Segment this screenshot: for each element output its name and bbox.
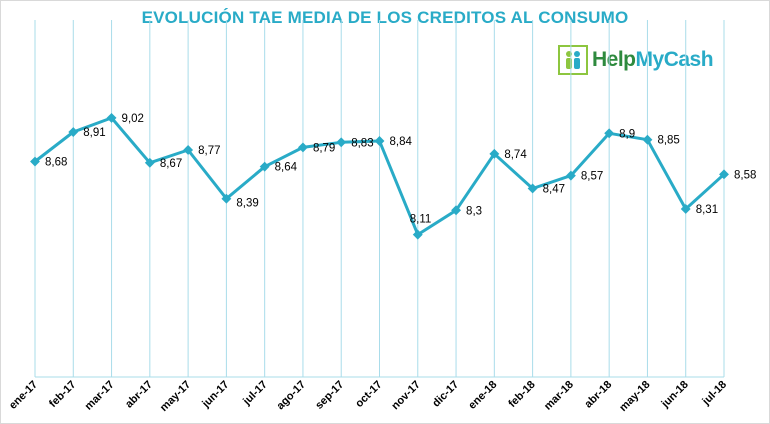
x-tick-label: dic-17 [430, 379, 461, 410]
data-point [719, 169, 729, 180]
x-tick-label: nov-17 [389, 379, 423, 413]
data-point [527, 183, 538, 194]
data-point [106, 112, 117, 123]
data-point [565, 170, 576, 181]
x-tick-label: mar-17 [83, 379, 117, 413]
data-label: 8,68 [45, 157, 67, 169]
data-label: 8,3 [466, 205, 482, 217]
data-label: 8,67 [160, 158, 182, 170]
data-label: 8,9 [619, 128, 635, 140]
logo-text-help: Help [592, 48, 636, 71]
series-points [30, 112, 729, 240]
data-point [412, 229, 423, 240]
data-point [680, 204, 691, 214]
x-tick-label: feb-18 [506, 379, 537, 410]
data-label: 8,11 [410, 214, 432, 226]
data-point [297, 142, 308, 153]
x-tick-label: ene-17 [7, 379, 40, 412]
data-label: 8,57 [581, 171, 603, 183]
logo-text: HelpMyCash [592, 48, 714, 72]
data-point [489, 148, 500, 159]
x-tick-label: jun-18 [659, 379, 691, 411]
x-tick-label: jun-17 [199, 379, 231, 411]
data-point [68, 127, 79, 137]
data-point [30, 156, 40, 167]
grid-lines [34, 20, 725, 378]
data-label: 8,31 [696, 204, 718, 216]
x-tick-label: oct-17 [353, 379, 384, 410]
data-label: 8,83 [351, 137, 373, 149]
x-tick-label: abr-18 [582, 379, 614, 411]
x-tick-label: jul-17 [240, 379, 270, 409]
helpmycash-logo: HelpMyCash [558, 44, 714, 76]
data-label: 9,02 [122, 113, 144, 125]
data-point [642, 134, 653, 145]
logo-text-mycash: MyCash [635, 48, 714, 71]
x-tick-label: ene-18 [466, 379, 499, 412]
x-tick-label: may-18 [617, 379, 652, 414]
x-tick-label: abr-17 [123, 379, 155, 411]
x-tick-label: mar-18 [542, 379, 576, 413]
data-point [144, 157, 155, 168]
x-tick-label: feb-17 [47, 379, 78, 410]
data-point [221, 193, 232, 204]
data-point [451, 205, 462, 216]
data-labels: 8,68 8,91 9,02 8,67 8,77 8,39 8,64 8,79 8,83 8,84… [45, 113, 756, 226]
data-label: 8,74 [504, 149, 527, 161]
data-label: 8,39 [236, 198, 258, 210]
x-tick-label: jul-18 [700, 379, 730, 409]
data-label: 8,64 [275, 162, 298, 174]
data-label: 8,84 [390, 136, 413, 148]
data-point [259, 161, 270, 172]
data-label: 8,79 [313, 142, 335, 154]
x-tick-label: sep-17 [313, 379, 346, 412]
data-label: 8,77 [198, 145, 220, 157]
x-axis-tick-labels: ene-17 feb-17 mar-17 abr-17 may-17 jun-17 jul-… [7, 379, 729, 414]
data-label: 8,91 [83, 127, 105, 139]
data-point [604, 128, 615, 139]
data-label: 8,58 [734, 169, 756, 181]
data-label: 8,47 [543, 183, 565, 195]
data-label: 8,85 [657, 135, 679, 147]
x-tick-label: ago-17 [275, 379, 309, 413]
data-point [374, 136, 385, 146]
data-point [183, 145, 194, 155]
x-tick-label: may-17 [158, 379, 193, 414]
data-point [336, 137, 347, 148]
chart-title: EVOLUCIÓN TAE MEDIA DE LOS CREDITOS AL C… [141, 8, 629, 27]
